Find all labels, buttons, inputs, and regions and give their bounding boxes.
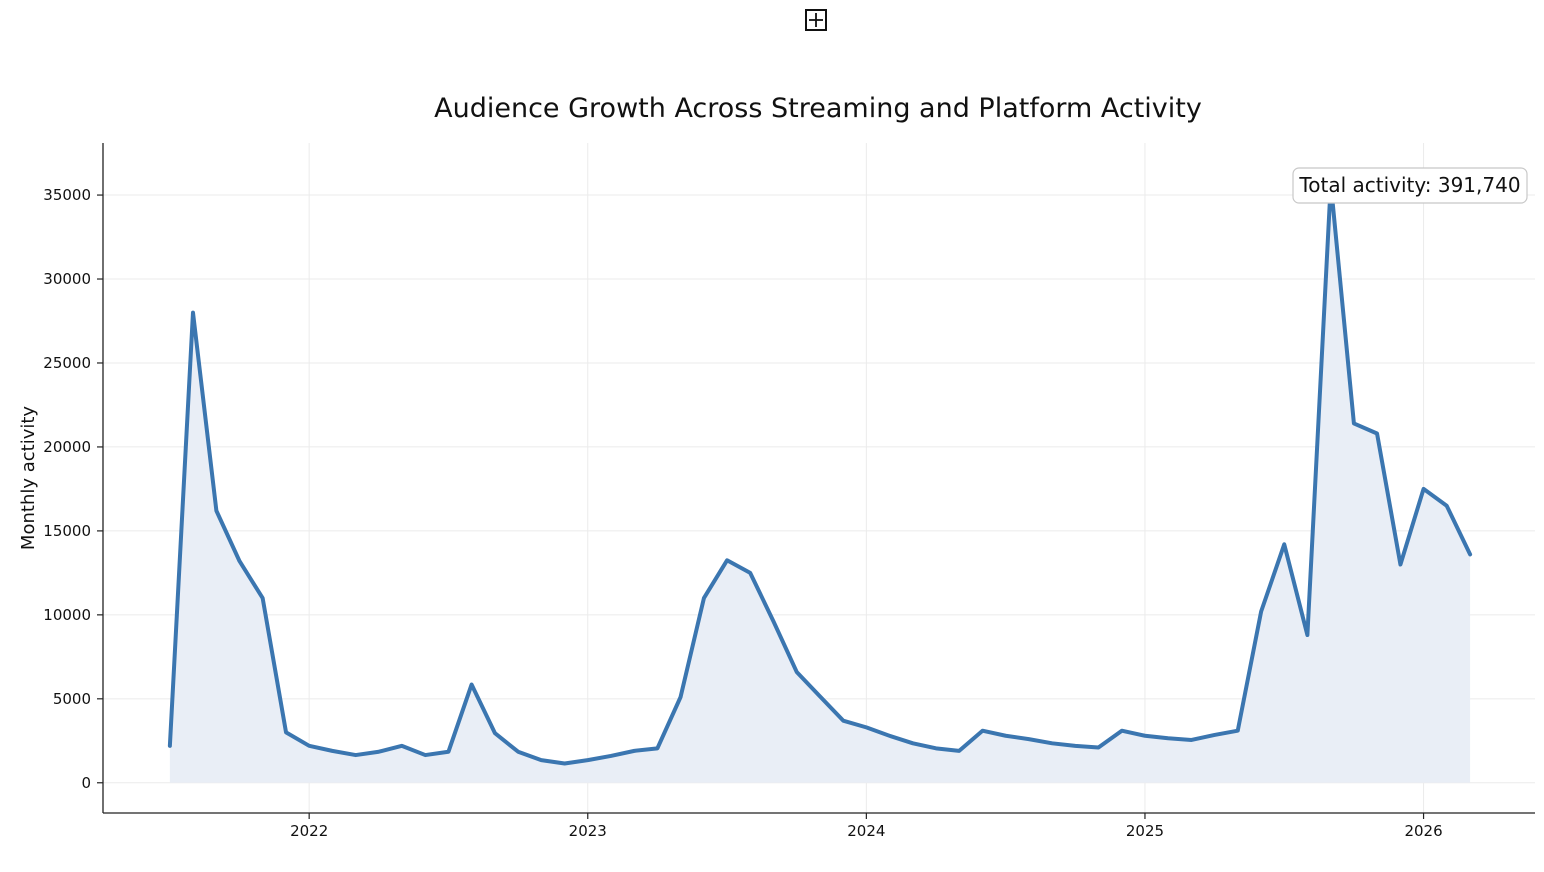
- data-point-49: [1305, 633, 1309, 637]
- data-point-48: [1282, 542, 1286, 546]
- series-area-fill: [169, 183, 1471, 783]
- plus-square-icon[interactable]: [805, 9, 827, 31]
- data-point-12: [446, 750, 450, 754]
- data-point-42: [1143, 734, 1147, 738]
- data-point-16: [539, 758, 543, 762]
- data-point-4: [261, 596, 265, 600]
- data-point-36: [1004, 734, 1008, 738]
- data-point-0: [168, 744, 172, 748]
- data-point-24: [725, 558, 729, 562]
- data-point-55: [1445, 504, 1449, 508]
- annotation-text: Total activity: 391,740: [1298, 173, 1520, 197]
- data-point-35: [981, 729, 985, 733]
- data-point-51: [1352, 421, 1356, 425]
- data-point-40: [1096, 746, 1100, 750]
- data-point-38: [1050, 741, 1054, 745]
- data-point-31: [887, 734, 891, 738]
- data-point-27: [795, 670, 799, 674]
- data-point-25: [748, 571, 752, 575]
- x-tick-label-2025: 2025: [1126, 822, 1164, 840]
- data-point-56: [1468, 552, 1472, 556]
- data-point-47: [1259, 609, 1263, 613]
- area-layer: [169, 183, 1471, 783]
- data-point-17: [563, 761, 567, 765]
- data-point-53: [1398, 562, 1402, 566]
- data-point-34: [957, 749, 961, 753]
- data-point-22: [679, 695, 683, 699]
- y-tick-label-10000: 10000: [43, 606, 91, 624]
- data-point-2: [214, 509, 218, 513]
- data-point-5: [284, 730, 288, 734]
- data-point-6: [307, 744, 311, 748]
- data-point-13: [470, 683, 474, 687]
- y-tick-label-30000: 30000: [43, 270, 91, 288]
- data-point-46: [1236, 729, 1240, 733]
- data-point-39: [1073, 744, 1077, 748]
- data-point-41: [1120, 729, 1124, 733]
- y-axis-label: Monthly activity: [18, 406, 39, 550]
- x-tick-label-2022: 2022: [290, 822, 328, 840]
- y-tick-label-0: 0: [81, 774, 91, 792]
- data-point-14: [493, 731, 497, 735]
- data-point-18: [586, 758, 590, 762]
- chart-title: Audience Growth Across Streaming and Pla…: [434, 93, 1202, 124]
- data-point-8: [354, 753, 358, 757]
- data-point-21: [655, 746, 659, 750]
- data-point-45: [1213, 733, 1217, 737]
- data-point-10: [400, 744, 404, 748]
- y-tick-label-15000: 15000: [43, 522, 91, 540]
- data-point-15: [516, 750, 520, 754]
- total-activity-annotation: Total activity: 391,740: [1292, 167, 1528, 204]
- axes-layer: [102, 143, 1535, 814]
- data-point-44: [1189, 738, 1193, 742]
- line-layer: [167, 181, 1473, 766]
- y-tick-label-25000: 25000: [43, 354, 91, 372]
- data-point-11: [423, 753, 427, 757]
- data-point-23: [702, 596, 706, 600]
- data-point-37: [1027, 737, 1031, 741]
- data-point-43: [1166, 736, 1170, 740]
- x-tick-label-2026: 2026: [1404, 822, 1442, 840]
- data-point-30: [864, 725, 868, 729]
- ticks-layer: 0 5000 10000 15000 20000 25000 30000 35000 2022 2…: [43, 186, 1442, 840]
- y-tick-label-35000: 35000: [43, 186, 91, 204]
- series-line: [167, 181, 1473, 766]
- data-point-29: [841, 719, 845, 723]
- x-tick-label-2023: 2023: [569, 822, 607, 840]
- y-tick-label-20000: 20000: [43, 438, 91, 456]
- data-point-19: [609, 754, 613, 758]
- data-point-26: [772, 620, 776, 624]
- data-point-3: [238, 559, 242, 563]
- data-point-7: [330, 749, 334, 753]
- data-point-28: [818, 694, 822, 698]
- y-tick-label-5000: 5000: [53, 690, 91, 708]
- data-point-54: [1422, 487, 1426, 491]
- data-point-20: [632, 749, 636, 753]
- data-point-1: [191, 311, 195, 315]
- data-point-32: [911, 741, 915, 745]
- annotation-box: [1292, 167, 1528, 204]
- x-tick-label-2024: 2024: [847, 822, 885, 840]
- data-point-33: [934, 746, 938, 750]
- data-point-9: [377, 750, 381, 754]
- data-point-52: [1375, 432, 1379, 436]
